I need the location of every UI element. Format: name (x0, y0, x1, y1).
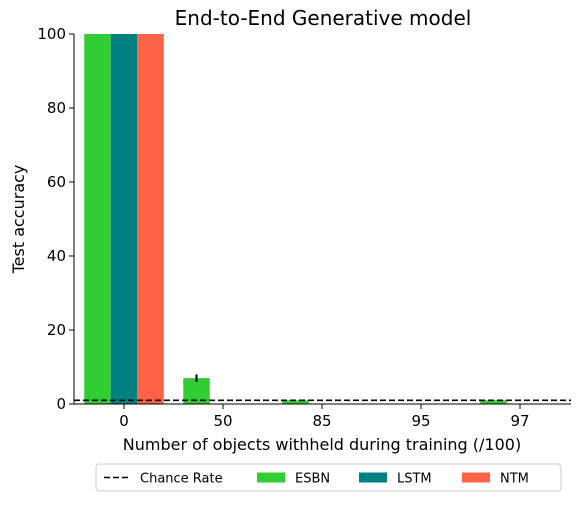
legend-label-chance-rate: Chance Rate (140, 472, 223, 487)
bar-lstm-0 (110, 34, 138, 404)
bar-ntm-0 (137, 34, 164, 404)
x-tick-label-0: 0 (119, 412, 129, 430)
legend-label-esbn: ESBN (295, 472, 330, 487)
bar-esbn-97 (480, 400, 507, 404)
x-tick-label-95: 95 (411, 412, 430, 430)
y-tick-label-40: 40 (47, 247, 66, 265)
legend-swatch-ntm (462, 472, 490, 483)
bar-esbn-85 (282, 400, 309, 404)
x-tick-label-85: 85 (312, 412, 331, 430)
chart-title: End-to-End Generative model (175, 6, 472, 30)
legend-label-ntm: NTM (500, 472, 529, 487)
bars-layer (84, 34, 507, 404)
legend-frame (95, 463, 562, 492)
bar-esbn-0 (84, 34, 111, 404)
legend-swatch-esbn (257, 472, 285, 483)
x-axis-label: Number of objects withheld during traini… (123, 435, 521, 454)
axes-layer: 0 20 40 60 80 100 0 50 85 95 97 (37, 25, 571, 430)
y-tick-label-60: 60 (47, 173, 66, 191)
y-axis-label: Test accuracy (9, 165, 28, 275)
y-tick-label-20: 20 (47, 321, 66, 339)
x-tick-label-97: 97 (510, 412, 529, 430)
x-tick-label-50: 50 (213, 412, 232, 430)
y-tick-label-0: 0 (56, 395, 66, 413)
legend: Chance Rate ESBN LSTM NTM (95, 463, 562, 492)
legend-label-lstm: LSTM (397, 472, 432, 487)
y-tick-label-100: 100 (37, 25, 66, 43)
legend-swatch-lstm (359, 472, 387, 483)
y-tick-label-80: 80 (47, 99, 66, 117)
